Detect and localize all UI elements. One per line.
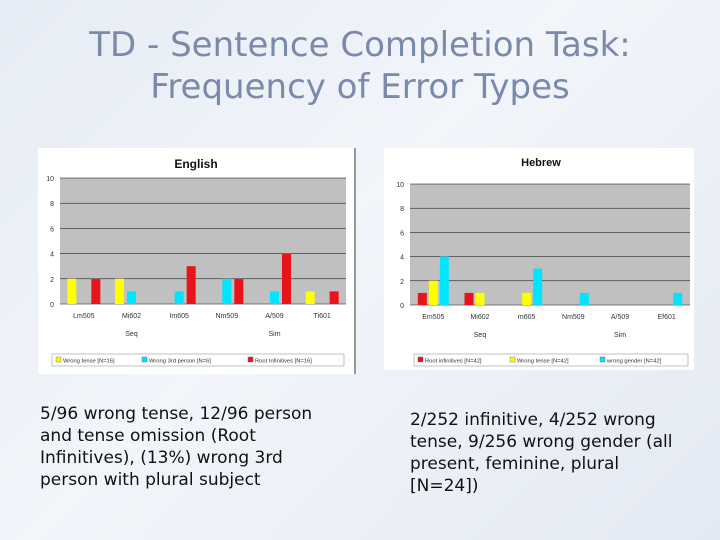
english-category-label-1: Mi602 — [122, 313, 141, 320]
english-bar-Im605-s1 — [174, 291, 184, 304]
hebrew-legend-label-2: wrong gender [N=42] — [606, 359, 662, 365]
english-chart: English 0 2 4 6 8 10 Lm505 Mi602 Im605 Nm509 A/509 T… — [46, 157, 346, 367]
hebrew-ytick-label-10: 10 — [396, 182, 404, 189]
english-bar-Mi602-s1 — [127, 291, 136, 304]
hebrew-category-label-5: Ef601 — [658, 314, 676, 321]
english-bar-A509-s1 — [270, 291, 279, 304]
english-bar-Ti601-s0 — [305, 291, 315, 304]
hebrew-legend-label-1: Wrong tense [N=42] — [517, 359, 569, 365]
english-legend-swatch-0 — [55, 356, 62, 363]
hebrew-ytick-label-2: 2 — [400, 279, 404, 286]
hebrew-ytick-label-8: 8 — [400, 206, 404, 213]
english-bar-A509-s2 — [282, 253, 291, 304]
english-ytick-label-0: 0 — [50, 302, 54, 309]
hebrew-category-label-1: Mi602 — [470, 314, 489, 321]
hebrew-category-label-2: m605 — [518, 314, 536, 321]
english-legend-label-2: Root Infinitives [N=16] — [255, 359, 312, 365]
hebrew-bar-Ef601-s2 — [673, 292, 683, 305]
english-category-label-4: A/509 — [265, 313, 283, 320]
hebrew-chart-title: Hebrew — [521, 157, 561, 169]
hebrew-bar-Nm509-s2 — [579, 292, 589, 305]
english-category-label-2: Im605 — [169, 313, 189, 320]
english-ytick-label-2: 2 — [50, 277, 54, 284]
slide-title-line-2: Frequency of Error Types — [150, 67, 570, 107]
hebrew-bar-Em505-s2 — [439, 256, 449, 305]
english-legend-box — [51, 353, 345, 367]
english-plot-area — [60, 178, 346, 304]
english-caption: 5/96 wrong tense, 12/96 person and tense… — [40, 404, 313, 490]
hebrew-category-label-0: Em505 — [422, 314, 444, 321]
english-legend-swatch-2 — [247, 356, 254, 363]
english-bar-Ti601-s2 — [329, 291, 339, 304]
hebrew-bar-m605-s2 — [533, 268, 543, 305]
hebrew-legend-box — [413, 353, 689, 367]
hebrew-bar-m605-s1 — [522, 292, 532, 305]
hebrew-bar-Mi602-s1 — [475, 292, 485, 305]
english-chart-panel: English 0 2 4 6 8 10 Lm505 Mi602 Im605 Nm509 A/509 T… — [38, 148, 356, 374]
english-bar-Nm509-s2 — [234, 278, 244, 304]
english-legend-label-1: Wrong 3rd person [N=6] — [149, 359, 211, 365]
english-bar-Lm505-s2 — [91, 278, 101, 304]
english-ytick-label-10: 10 — [46, 176, 54, 183]
hebrew-ytick-label-0: 0 — [400, 303, 404, 310]
english-bar-Nm509-s1 — [222, 278, 232, 304]
english-bar-Mi602-s0 — [115, 278, 124, 304]
english-category-label-0: Lm505 — [73, 313, 95, 320]
english-ytick-label-6: 6 — [50, 226, 54, 233]
english-bar-Lm505-s0 — [67, 278, 77, 304]
hebrew-caption: 2/252 infinitive, 4/252 wrong tense, 9/2… — [410, 410, 673, 496]
hebrew-ytick-label-4: 4 — [400, 255, 404, 262]
hebrew-group-label-1: Sim — [614, 332, 626, 339]
english-category-label-5: Ti601 — [314, 313, 331, 320]
english-chart-title: English — [174, 157, 217, 171]
english-bar-Im605-s2 — [186, 266, 196, 304]
hebrew-plot-area — [410, 184, 690, 305]
hebrew-chart-panel: Hebrew 0 2 4 6 8 10 Em505 Mi602 m605 Nm509 A/509 Ef6… — [384, 148, 694, 370]
hebrew-legend: Root infinitives [N=42] Wrong tense [N=42… — [413, 353, 689, 367]
hebrew-ytick-label-6: 6 — [400, 230, 404, 237]
hebrew-bar-Em505-s0 — [417, 292, 427, 305]
hebrew-chart: Hebrew 0 2 4 6 8 10 Em505 Mi602 m605 Nm509 A/509 Ef6… — [396, 157, 690, 367]
english-legend-swatch-1 — [141, 356, 148, 363]
english-category-label-3: Nm509 — [216, 313, 239, 320]
hebrew-legend-swatch-1 — [509, 356, 516, 363]
hebrew-bar-Em505-s1 — [428, 280, 438, 305]
hebrew-legend-swatch-0 — [417, 356, 424, 363]
slide-title: TD - Sentence Completion Task: Frequency… — [0, 24, 720, 108]
hebrew-group-label-0: Seq — [474, 332, 487, 339]
english-ytick-label-8: 8 — [50, 201, 54, 208]
hebrew-category-label-4: A/509 — [611, 314, 629, 321]
english-group-label-1: Sim — [268, 331, 280, 338]
english-legend-label-0: Wrong tense [N=16] — [63, 359, 115, 365]
english-ytick-label-4: 4 — [50, 252, 54, 259]
english-legend: Wrong tense [N=16] Wrong 3rd person [N=6]… — [51, 353, 345, 367]
hebrew-category-label-3: Nm509 — [562, 314, 585, 321]
slide-title-line-1: TD - Sentence Completion Task: — [89, 25, 631, 65]
hebrew-legend-swatch-2 — [599, 356, 606, 363]
hebrew-bar-Mi602-s0 — [464, 292, 474, 305]
english-group-label-0: Seq — [125, 331, 138, 338]
hebrew-legend-label-0: Root infinitives [N=42] — [425, 359, 482, 365]
